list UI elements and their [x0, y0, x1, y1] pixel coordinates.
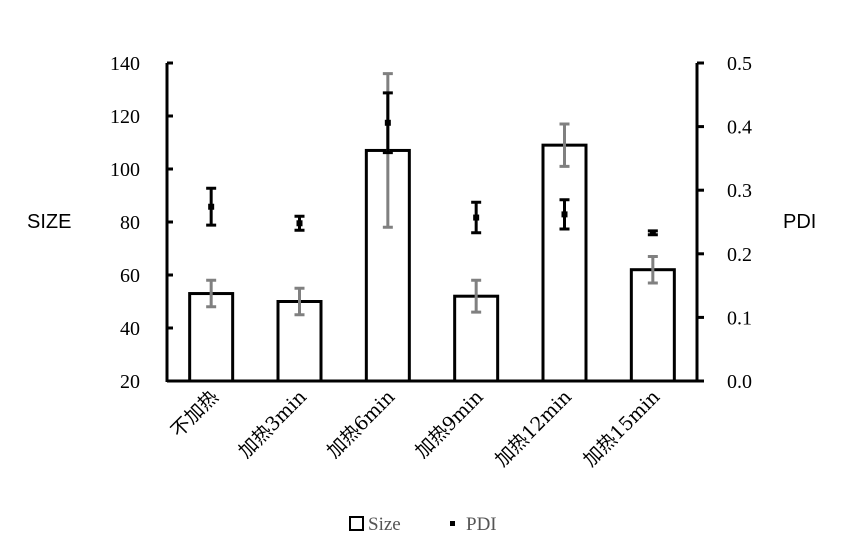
category-label: 加热15min	[579, 386, 664, 471]
y2-axis-label: PDI	[783, 211, 816, 233]
category-label: 不加热	[167, 386, 223, 442]
size-error-bar	[206, 278, 217, 309]
right-tick-label: 0.0	[727, 371, 752, 393]
left-tick-label: 60	[120, 265, 140, 287]
size-error-bar	[559, 122, 570, 168]
pdi-point	[296, 220, 303, 227]
category-label: 加热3min	[234, 386, 311, 463]
left-tick-label: 120	[110, 106, 140, 128]
right-tick-label: 0.5	[727, 53, 752, 75]
y-axis-label: SIZE	[27, 211, 71, 233]
pdi-point	[384, 119, 391, 126]
size-error-bar	[471, 278, 482, 314]
left-tick-label: 20	[120, 371, 140, 393]
left-tick-label: 100	[110, 159, 140, 181]
size-error-bar	[647, 254, 658, 285]
left-tick-label: 80	[120, 212, 140, 234]
legend-size-label: Size	[368, 514, 401, 535]
size-bar	[541, 143, 588, 383]
left-tick-label: 140	[110, 53, 140, 75]
size-error-bar	[294, 286, 305, 317]
legend-size-swatch	[349, 516, 364, 531]
right-tick-label: 0.2	[727, 244, 752, 266]
legend-pdi-marker	[450, 521, 455, 526]
pdi-point	[561, 211, 568, 218]
pdi-point	[208, 203, 215, 210]
left-tick-label: 40	[120, 318, 140, 340]
pdi-point	[473, 214, 480, 221]
size-bar	[188, 292, 235, 383]
legend-pdi-label: PDI	[466, 514, 497, 535]
category-label: 加热9min	[411, 386, 488, 463]
pdi-point	[649, 229, 656, 236]
right-tick-label: 0.3	[727, 180, 752, 202]
size-bar	[364, 148, 411, 383]
size-bar	[629, 268, 676, 383]
right-tick-label: 0.4	[727, 117, 752, 139]
right-tick-label: 0.1	[727, 307, 752, 329]
category-label: 加热6min	[323, 386, 400, 463]
category-label: 加热12min	[491, 386, 576, 471]
